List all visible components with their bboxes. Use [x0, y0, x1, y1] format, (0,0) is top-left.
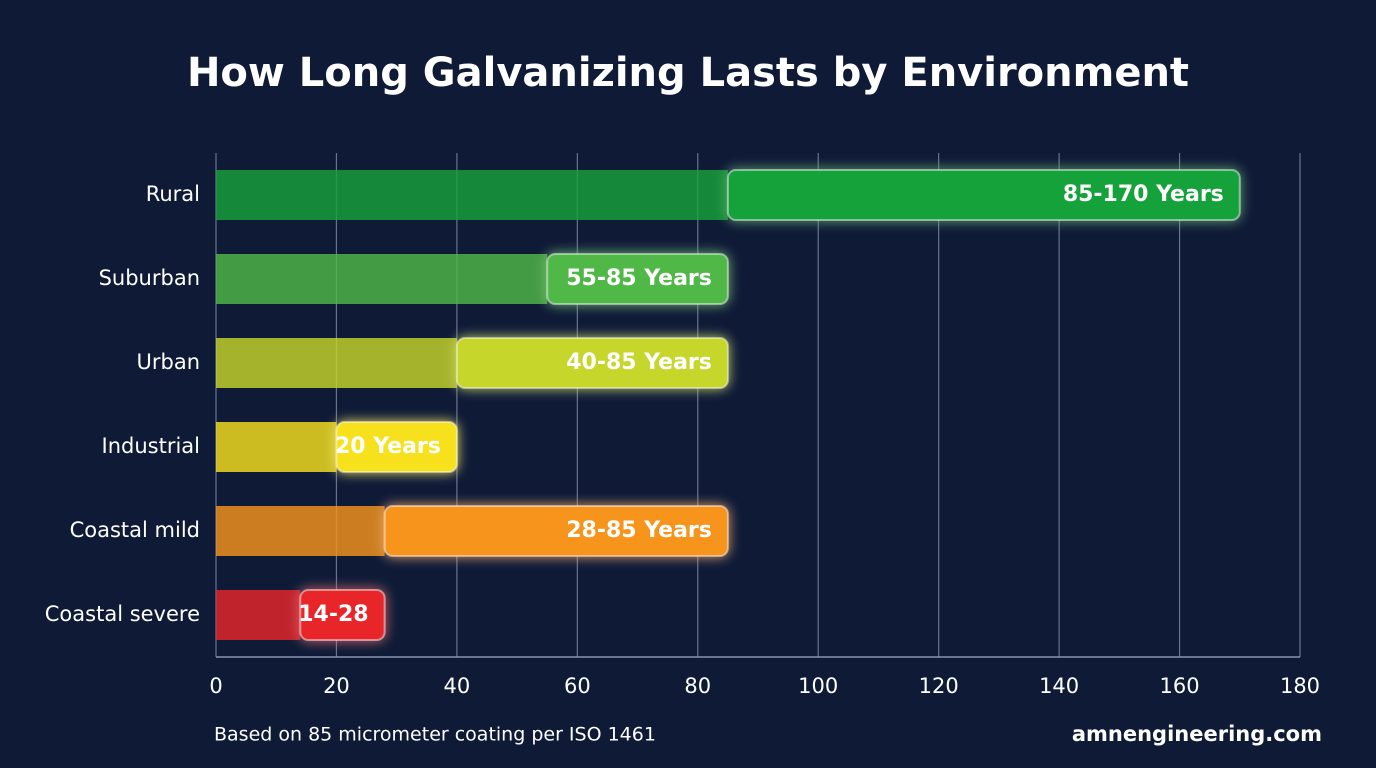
- x-tick-label: 60: [564, 674, 591, 698]
- bar-range: [455, 337, 729, 389]
- x-tick-label: 20: [323, 674, 350, 698]
- bar-range: [335, 421, 458, 473]
- value-label: 20 Years: [335, 434, 441, 459]
- value-label: 28-85 Years: [566, 518, 712, 543]
- x-tick-label: 120: [919, 674, 959, 698]
- y-tick-label: Urban: [136, 350, 200, 374]
- bar-base: [216, 338, 457, 388]
- x-tick-label: 160: [1160, 674, 1200, 698]
- x-tick-label: 80: [684, 674, 711, 698]
- y-tick-label: Suburban: [99, 266, 200, 290]
- bar-range: [726, 169, 1241, 221]
- x-tick-label: 100: [798, 674, 838, 698]
- y-tick-label: Coastal severe: [45, 602, 200, 626]
- value-label: 14-28: [298, 602, 368, 627]
- value-label: 85-170 Years: [1063, 182, 1224, 207]
- x-tick-label: 180: [1280, 674, 1320, 698]
- y-tick-label: Rural: [146, 182, 200, 206]
- x-tick-label: 0: [209, 674, 222, 698]
- bar-base: [216, 590, 301, 640]
- x-tick-label: 140: [1039, 674, 1079, 698]
- bar-range: [299, 589, 386, 641]
- value-label: 55-85 Years: [566, 266, 712, 291]
- value-label: 40-85 Years: [566, 350, 712, 375]
- bar-base: [216, 170, 728, 220]
- bar-base: [216, 422, 337, 472]
- footnote: Based on 85 micrometer coating per ISO 1…: [214, 724, 656, 746]
- x-tick-label: 40: [444, 674, 471, 698]
- bar-range: [546, 253, 729, 305]
- bar-base: [216, 254, 548, 304]
- source: amnengineering.com: [1072, 722, 1322, 746]
- chart-title: How Long Galvanizing Lasts by Environmen…: [187, 50, 1189, 96]
- bar-range: [383, 505, 729, 557]
- y-tick-label: Industrial: [102, 434, 201, 458]
- bar-base: [216, 506, 385, 556]
- y-tick-label: Coastal mild: [70, 518, 200, 542]
